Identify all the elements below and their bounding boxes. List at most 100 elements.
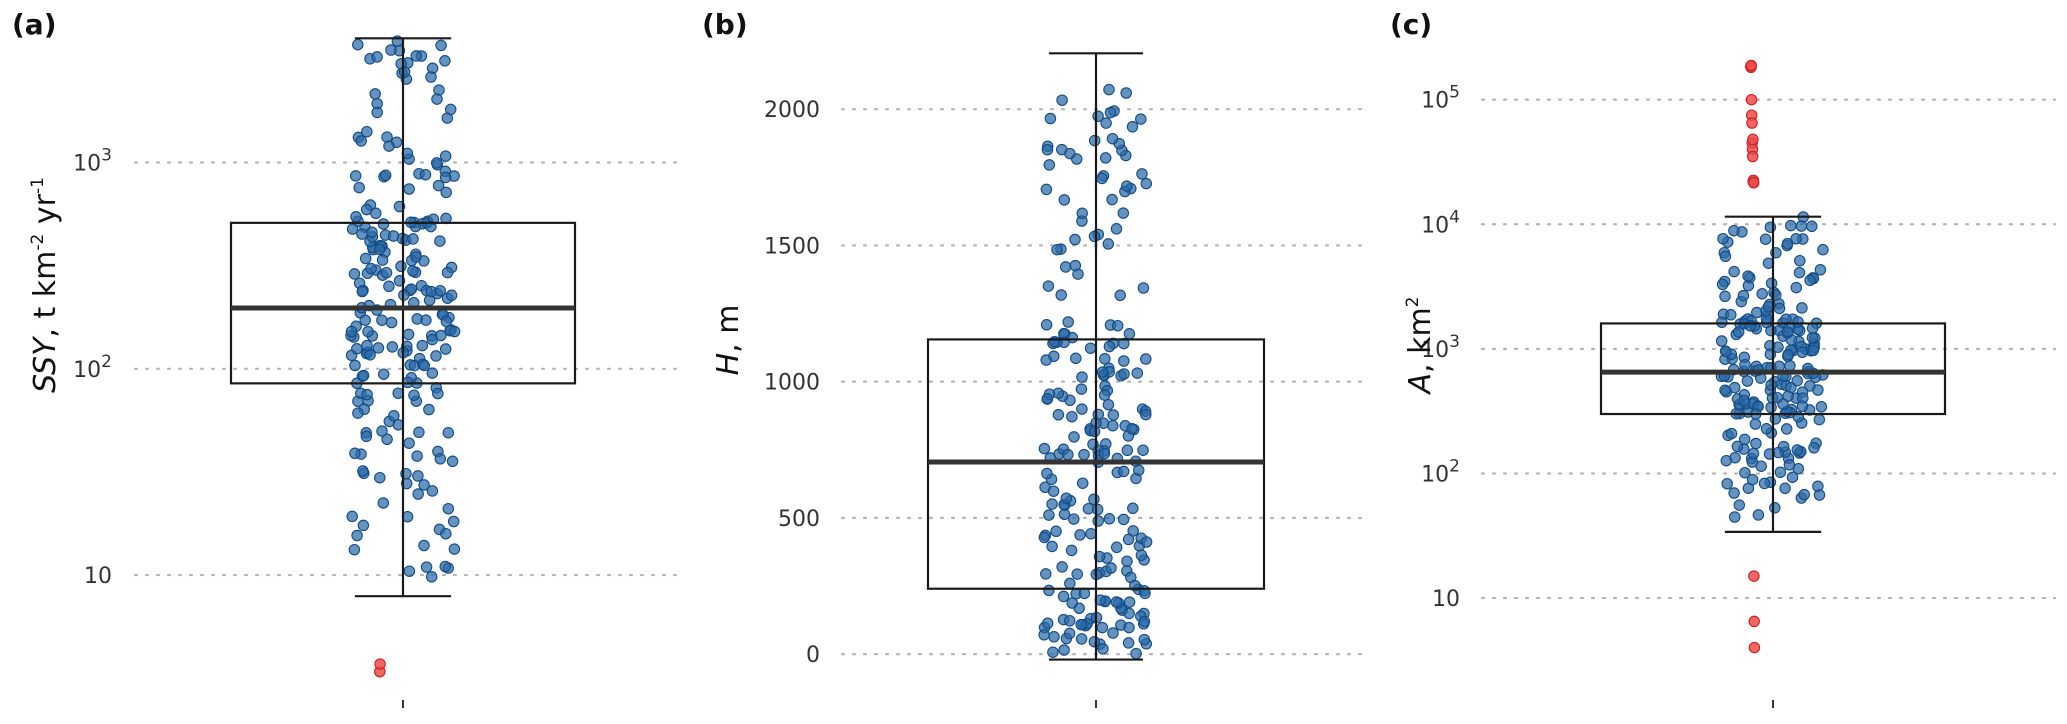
data-point [1812,384,1824,396]
y-tick-label: 102 [73,352,112,383]
data-point [1720,454,1733,467]
data-point [1076,477,1089,489]
data-point [349,359,361,372]
data-point [1807,344,1820,357]
data-point [1102,238,1115,250]
outlier-point [1747,177,1760,189]
data-point [1806,322,1819,334]
data-point [1715,335,1728,347]
data-point [1728,224,1740,237]
data-point [1098,389,1111,401]
data-point [1041,617,1054,630]
data-point [411,450,423,462]
data-point [361,339,373,352]
data-point [1085,527,1097,540]
data-point [431,93,443,105]
data-point [1043,509,1055,521]
data-point [1065,544,1078,557]
data-point [377,218,390,230]
data-point [1043,159,1056,171]
data-point [1042,280,1055,292]
data-point [385,316,398,329]
data-point [1088,230,1101,243]
data-point [1126,423,1138,435]
data-point [1779,482,1791,495]
data-point [413,426,425,439]
data-point [402,328,415,341]
data-point [395,260,407,273]
data-point [351,529,363,542]
data-point [1110,596,1123,608]
data-point [1107,627,1119,639]
data-point [1758,477,1771,490]
data-point [1133,464,1145,476]
data-point [1126,121,1139,133]
y-tick-label: 0 [806,643,820,668]
y-tick-label: 2000 [764,98,820,123]
data-point [1756,288,1768,300]
data-point [1084,342,1097,354]
data-point [1765,324,1777,337]
data-point [1069,233,1081,246]
data-point [403,437,415,449]
data-point [386,341,399,353]
data-point [1052,409,1065,421]
data-point [1747,447,1760,460]
data-point [441,266,454,279]
data-point [1140,536,1153,548]
data-point [1719,290,1731,303]
data-point [1759,233,1772,245]
data-point [410,251,422,263]
data-point [1817,244,1829,256]
data-point [416,339,429,352]
data-point [1127,502,1139,515]
data-point [440,186,452,199]
data-point [351,343,363,355]
data-point [1781,237,1794,250]
box-iqr [229,221,577,385]
data-point [1088,493,1100,506]
outlier-point [1748,615,1760,628]
data-point [1774,466,1787,478]
data-point [405,283,418,295]
data-point [1041,143,1054,156]
data-point [1111,319,1124,332]
data-point [426,367,439,379]
data-point [376,314,388,326]
data-point [1064,147,1076,160]
data-point [432,387,444,400]
data-point [1777,440,1790,453]
data-point [1062,316,1074,328]
data-point [1135,113,1147,125]
data-point [1130,647,1142,660]
data-point [357,369,370,382]
data-point [1097,643,1109,655]
data-point [1104,106,1117,119]
data-point [1075,383,1088,395]
data-point [360,203,373,216]
data-point [1790,281,1803,294]
data-point [419,168,432,181]
data-point [1074,529,1086,541]
data-point [345,325,358,338]
data-point [425,571,438,583]
outlier-point [1748,570,1760,582]
data-point [1118,368,1130,380]
data-point [1725,427,1738,440]
outlier-point [1745,93,1758,106]
data-point [1056,561,1068,573]
data-point [1796,400,1809,412]
data-point [349,170,362,182]
data-point [360,430,373,443]
data-point [1731,440,1744,453]
data-point [1121,555,1133,567]
data-point [1107,409,1120,421]
data-point [1092,110,1104,123]
data-point [1795,220,1808,232]
data-point [1136,168,1148,180]
data-point [1725,309,1737,321]
data-point [1772,341,1784,353]
data-point [1716,278,1729,291]
data-point [1048,631,1060,643]
